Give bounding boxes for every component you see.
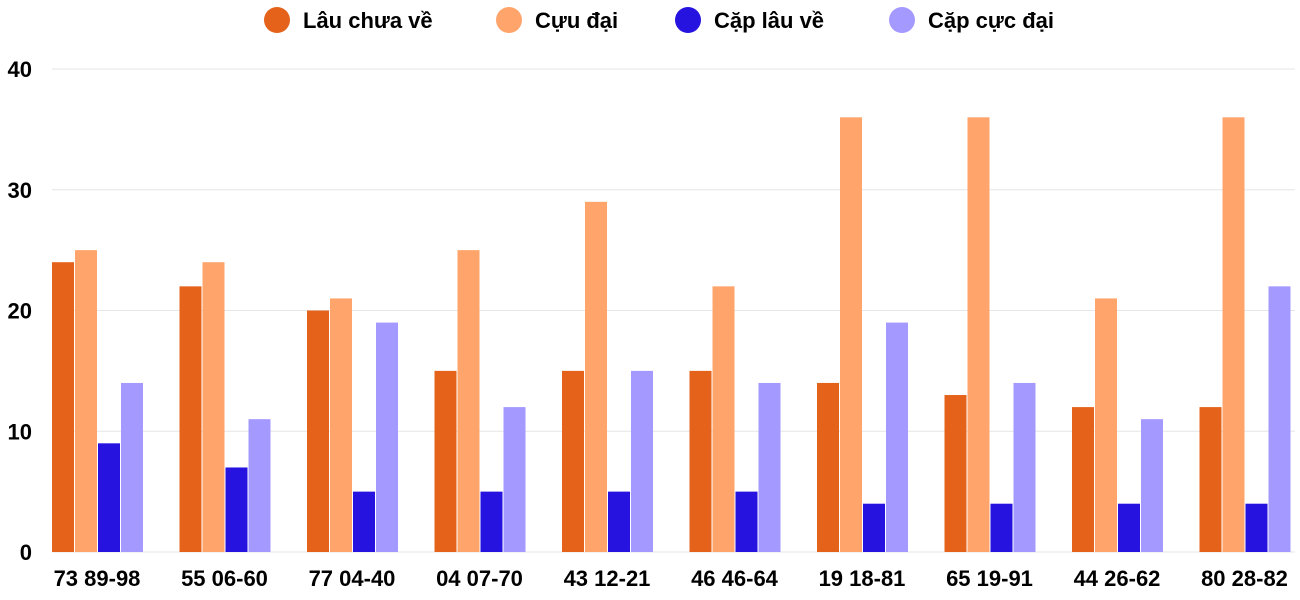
bar (1141, 419, 1163, 552)
bar (1095, 298, 1117, 552)
x-tick-label: 04 07-70 (436, 566, 523, 591)
bar (1118, 503, 1140, 552)
legend-marker (496, 7, 522, 33)
legend-marker (264, 7, 290, 33)
x-tick-label: 43 12-21 (564, 566, 651, 591)
bar (248, 419, 271, 552)
bar (967, 117, 990, 553)
bar (1268, 286, 1291, 552)
bar (840, 117, 862, 553)
bar (376, 322, 398, 552)
x-tick-label: 73 89-98 (54, 566, 141, 591)
bar (307, 310, 329, 552)
bar (1072, 407, 1094, 552)
bar (457, 250, 480, 552)
y-tick-label: 40 (8, 57, 32, 82)
legend-label: Lâu chưa về (303, 8, 433, 33)
bar (1199, 407, 1222, 552)
bar (1245, 503, 1268, 552)
y-tick-label: 20 (8, 299, 32, 324)
bar (562, 370, 584, 552)
bar (330, 298, 352, 552)
bar (179, 286, 202, 552)
bar (631, 370, 653, 552)
x-tick-label: 77 04-40 (309, 566, 396, 591)
bars (52, 117, 1291, 553)
bar (712, 286, 735, 552)
bar (52, 262, 74, 552)
legend: Lâu chưa về Cựu đại Cặp lâu về Cặp cực đại (264, 7, 1054, 33)
legend-marker (889, 7, 915, 33)
bar (608, 491, 630, 552)
legend-item: Cặp cực đại (889, 7, 1054, 33)
legend-item: Cựu đại (496, 7, 618, 33)
x-axis: 73 89-98 55 06-60 77 04-40 04 07-70 43 12-21… (54, 566, 1288, 591)
bar (990, 503, 1013, 552)
legend-label: Cặp lâu về (714, 8, 824, 33)
x-tick-label: 55 06-60 (181, 566, 268, 591)
legend-label: Cặp cực đại (928, 8, 1054, 33)
bar (944, 395, 967, 552)
y-tick-label: 10 (8, 419, 32, 444)
y-tick-label: 0 (20, 540, 32, 565)
x-tick-label: 44 26-62 (1074, 566, 1161, 591)
x-tick-label: 65 19-91 (946, 566, 1033, 591)
y-tick-label: 30 (8, 178, 32, 203)
bar (121, 382, 143, 552)
bar (202, 262, 225, 552)
bar (353, 491, 375, 552)
legend-label: Cựu đại (535, 8, 618, 33)
x-tick-label: 46 46-64 (691, 566, 779, 591)
bar (1222, 117, 1245, 553)
bar (225, 467, 248, 552)
bar (886, 322, 908, 552)
bar (689, 370, 712, 552)
x-tick-label: 19 18-81 (819, 566, 906, 591)
bar (75, 250, 97, 552)
bar (503, 407, 526, 552)
legend-item: Lâu chưa về (264, 7, 433, 33)
bar (480, 491, 503, 552)
x-tick-label: 80 28-82 (1201, 566, 1288, 591)
bar (817, 382, 839, 552)
legend-item: Cặp lâu về (675, 7, 824, 33)
bar (98, 443, 120, 552)
y-axis: 0 10 20 30 40 (8, 57, 32, 565)
legend-marker (675, 7, 701, 33)
bar (735, 491, 758, 552)
bar (863, 503, 885, 552)
bar (758, 382, 781, 552)
bar (1013, 382, 1036, 552)
bar (585, 201, 607, 552)
bar (434, 370, 457, 552)
